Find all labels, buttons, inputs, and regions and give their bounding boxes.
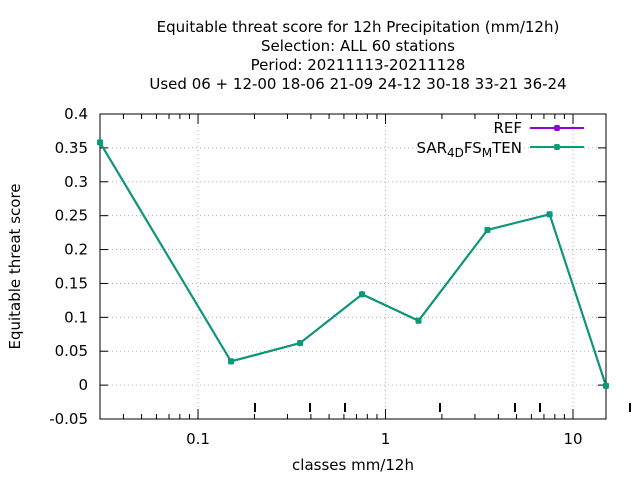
- axis-ticks: -0.05 0 0.05 0.1 0.15 0.2 0.25 0.3 0.35 0.4 0.1 1 10: [49, 105, 631, 448]
- y-tick-label: 0.05: [55, 342, 88, 360]
- data-point-1: [96, 139, 104, 146]
- legend-sar-part: SAR: [417, 139, 447, 157]
- data-point-1: [546, 211, 553, 218]
- legend-label-sar: SAR4DFSMTEN: [417, 139, 522, 160]
- title-line: Selection: ALL 60 stations: [261, 37, 455, 55]
- title-line: Period: 20211113-20211128: [251, 56, 466, 74]
- legend-marker-sar: [553, 143, 561, 151]
- x-tick-label: 0.1: [186, 430, 210, 448]
- y-axis-label: Equitable threat score: [6, 183, 24, 349]
- grid: [100, 114, 606, 419]
- y-tick-label: 0.4: [64, 105, 88, 123]
- legend-sar-part: FS: [464, 139, 482, 157]
- x-tick-label: 10: [563, 430, 582, 448]
- title-line: Used 06 + 12-00 18-06 21-09 24-12 30-18 …: [149, 75, 566, 93]
- data-point-1: [227, 358, 235, 365]
- legend-marker-ref: [553, 124, 561, 132]
- y-tick-label: 0: [78, 376, 88, 394]
- y-tick-label: -0.05: [49, 410, 88, 428]
- legend-label-ref: REF: [493, 119, 522, 137]
- series: [96, 139, 610, 389]
- chart-title: Equitable threat score for 12h Precipita…: [149, 18, 566, 93]
- data-point-1: [296, 339, 304, 347]
- data-point-1: [415, 317, 422, 324]
- series-line-0: [99, 141, 607, 387]
- legend-sar-part: M: [482, 146, 492, 160]
- data-point-1: [602, 382, 610, 389]
- y-tick-label: 0.25: [55, 207, 88, 225]
- legend-sar-part: 4D: [447, 146, 464, 160]
- title-line: Equitable threat score for 12h Precipita…: [157, 18, 560, 36]
- legend-sar-part: TEN: [491, 139, 522, 157]
- y-tick-label: 0.3: [64, 173, 88, 191]
- plot-frame: [99, 113, 607, 420]
- x-axis-label: classes mm/12h: [292, 456, 414, 474]
- legend: REF SAR4DFSMTEN: [417, 119, 584, 160]
- y-tick-label: 0.1: [64, 308, 88, 326]
- data-point-1: [484, 226, 491, 234]
- data-point-1: [358, 291, 366, 298]
- series-line-1: [99, 141, 607, 387]
- y-tick-label: 0.15: [55, 274, 88, 292]
- x-tick-label: 1: [381, 430, 391, 448]
- y-tick-label: 0.2: [64, 241, 88, 259]
- y-tick-label: 0.35: [55, 139, 88, 157]
